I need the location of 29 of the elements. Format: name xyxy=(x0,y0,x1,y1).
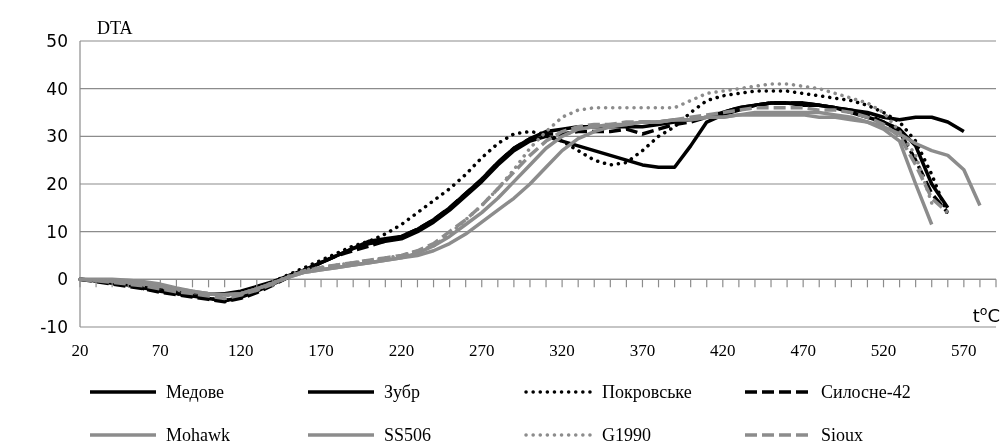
x-axis-title: t$^{o}$C xyxy=(972,302,1000,326)
y-tick-label: 0 xyxy=(57,269,68,290)
legend-label: Медове xyxy=(166,382,225,403)
y-tick-label: 30 xyxy=(46,126,68,147)
legend-label: Mohawk xyxy=(166,425,230,446)
x-tick-label: 320 xyxy=(549,341,575,360)
y-tick-label: 20 xyxy=(46,173,68,194)
legend-label: Покровське xyxy=(602,382,692,403)
x-tick-label: 370 xyxy=(629,341,656,360)
legend-label: Силосне-42 xyxy=(821,382,911,403)
x-tick-label: 170 xyxy=(308,341,334,360)
y-tick-label: 40 xyxy=(46,78,68,99)
legend-label: Зубр xyxy=(384,382,420,403)
x-tick-label: 70 xyxy=(151,341,169,360)
y-axis-title: DTA xyxy=(97,18,133,38)
x-tick-label: 120 xyxy=(227,341,254,360)
x-tick-label: 470 xyxy=(790,341,816,360)
legend-label: Sioux xyxy=(821,425,864,446)
legend-label: G1990 xyxy=(602,425,651,446)
y-tick-label: -10 xyxy=(40,316,68,337)
x-tick-label: 220 xyxy=(388,341,415,360)
x-tick-label: 420 xyxy=(710,341,736,360)
legend-label: SS506 xyxy=(384,425,432,446)
y-tick-label: 10 xyxy=(46,221,68,242)
x-tick-label: 270 xyxy=(469,341,495,360)
x-tick-label: 570 xyxy=(951,341,977,360)
y-tick-label: 50 xyxy=(46,30,68,51)
x-tick-label: 520 xyxy=(870,341,897,360)
x-tick-label: 20 xyxy=(71,341,89,360)
